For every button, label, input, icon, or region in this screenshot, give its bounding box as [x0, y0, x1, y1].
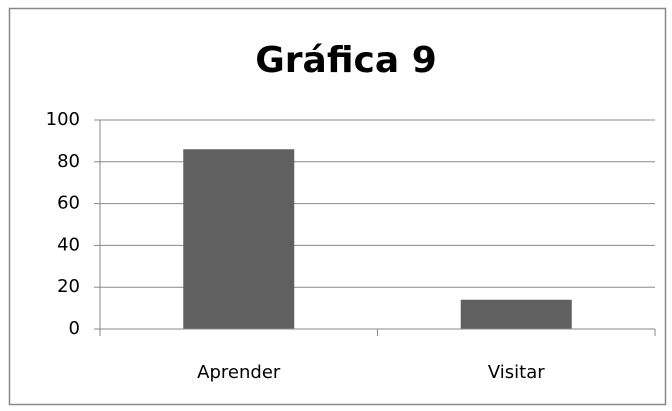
y-tick-label: 40 — [57, 234, 80, 255]
chart-title: Gráfica 9 — [255, 40, 437, 81]
y-tick-label: 60 — [57, 193, 80, 214]
bar — [183, 149, 295, 329]
y-tick-label: 100 — [46, 109, 80, 130]
x-tick-label: Visitar — [488, 362, 545, 383]
chart-border — [8, 7, 667, 406]
y-tick-label: 20 — [57, 276, 80, 297]
y-tick-label: 0 — [69, 318, 80, 339]
bar — [460, 299, 572, 329]
x-tick-label: Aprender — [197, 362, 281, 383]
y-tick-label: 80 — [57, 151, 80, 172]
